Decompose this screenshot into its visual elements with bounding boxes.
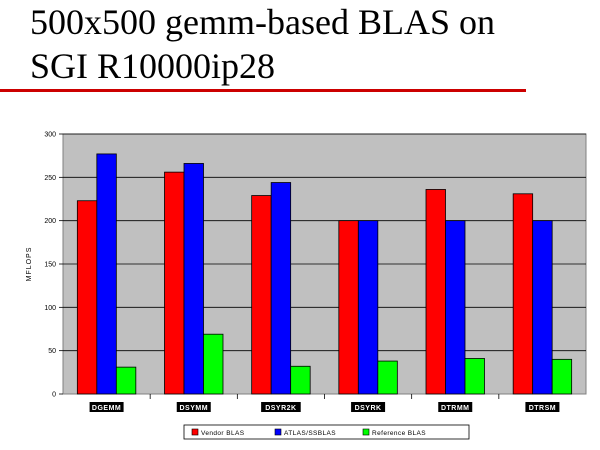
bar-reference-blas-dtrmm <box>464 358 485 395</box>
category-labels: DGEMM DSYMM DSYR2K DSYRK DTRMM DTRSM <box>89 394 560 412</box>
legend-label-atlas-ssblas: ATLAS/SSBLAS <box>284 430 336 437</box>
bar-vendor-blas-dsymm <box>164 171 185 395</box>
category-label-dtrmm: DTRMM <box>441 405 470 412</box>
slide-title-line-1: 500x500 gemm-based BLAS on <box>30 2 495 42</box>
y-axis-label: MFLOPS <box>26 247 33 282</box>
category-label-bg <box>89 402 124 412</box>
title-underline <box>0 89 526 92</box>
bar-atlas-ssblas-dtrmm <box>445 220 466 395</box>
legend-label-vendor-blas: Vendor BLAS <box>201 430 245 437</box>
y-tick-label: 250 <box>44 175 56 182</box>
bar-vendor-blas-dsyrk <box>338 220 359 395</box>
category-label-bg <box>261 402 301 412</box>
bar-atlas-ssblas-dsyrk <box>357 220 379 395</box>
y-tick-label: 50 <box>48 348 56 355</box>
bar-vendor-blas-dsyr2k <box>251 195 272 395</box>
bar-atlas-ssblas-dsymm <box>183 163 204 395</box>
gridlines <box>63 133 586 352</box>
bar-vendor-blas-dgemm <box>76 200 98 395</box>
category-label-dsyrk: DSYRK <box>355 405 382 412</box>
bar-reference-blas-dgemm <box>115 366 137 395</box>
y-tick-label: 200 <box>44 218 56 225</box>
y-tick-label: 0 <box>52 392 56 399</box>
y-axis-ticks: 0 50 100 150 200 250 300 <box>44 132 63 399</box>
bar-reference-blas-dtrsm <box>551 358 573 395</box>
bar-vendor-blas-dtrsm <box>512 193 534 395</box>
y-tick-label: 150 <box>44 262 56 269</box>
legend-swatch-reference-blas <box>362 428 370 436</box>
bars <box>76 153 573 395</box>
category-label-bg <box>351 402 386 412</box>
legend-label-reference-blas: Reference BLAS <box>372 430 426 437</box>
category-label-dsyr2k: DSYR2K <box>265 405 296 412</box>
slide-title: 500x500 gemm-based BLAS on SGI R10000ip2… <box>30 0 590 88</box>
bar-reference-blas-dsyr2k <box>290 365 311 395</box>
legend-swatch-atlas-ssblas <box>274 428 282 436</box>
bar-reference-blas-dsyrk <box>377 360 398 395</box>
bar-atlas-ssblas-dtrsm <box>532 220 553 395</box>
category-label-dsymm: DSYMM <box>179 405 208 412</box>
y-tick-label: 300 <box>44 132 56 139</box>
category-label-bg <box>176 402 211 412</box>
category-label-bg <box>525 402 560 412</box>
category-label-dtrsm: DTRSM <box>529 405 556 412</box>
legend: Vendor BLAS ATLAS/SSBLAS Reference BLAS <box>183 424 470 440</box>
bar-atlas-ssblas-dgemm <box>96 153 117 395</box>
bar-atlas-ssblas-dsyr2k <box>270 182 292 395</box>
legend-box <box>183 424 470 440</box>
slide-title-line-2: SGI R10000ip28 <box>30 46 276 86</box>
category-label-bg <box>438 402 473 412</box>
legend-swatch-vendor-blas <box>191 428 199 436</box>
y-tick-label: 100 <box>44 305 56 312</box>
category-label-dgemm: DGEMM <box>92 405 121 412</box>
bar-vendor-blas-dtrmm <box>425 189 446 395</box>
bar-reference-blas-dsymm <box>203 333 224 395</box>
